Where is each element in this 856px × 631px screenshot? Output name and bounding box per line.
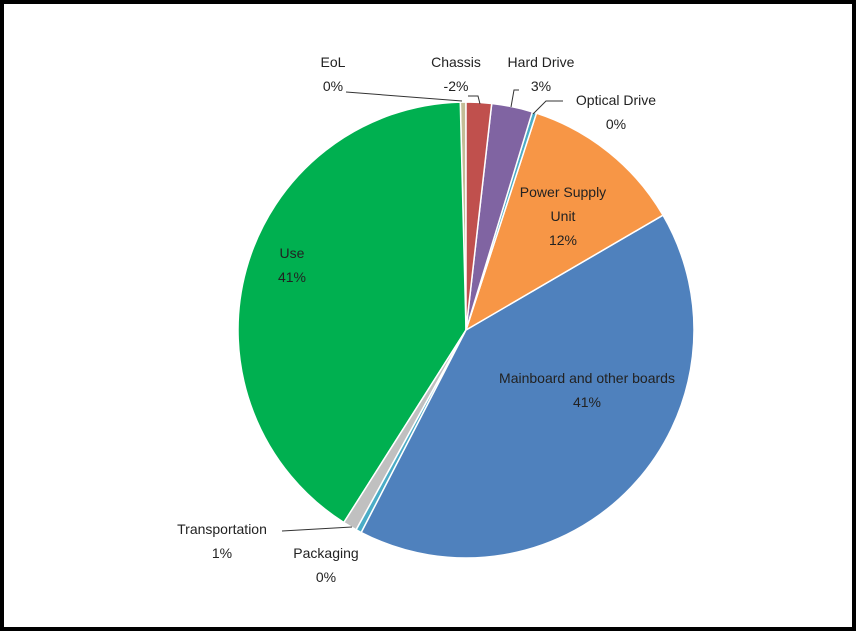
- slice-value: 0%: [605, 116, 627, 132]
- slice-label: Use 41%: [262, 241, 322, 289]
- slice-name: Power Supply Unit: [519, 184, 607, 224]
- slice-name: Optical Drive: [575, 92, 657, 108]
- slice-name: Packaging: [293, 545, 359, 561]
- slice-value: 0%: [322, 78, 344, 94]
- slice-value: 3%: [530, 78, 552, 94]
- slice-value: -2%: [443, 78, 469, 94]
- slice-value: 0%: [315, 569, 337, 585]
- slice-label: Power Supply Unit 12%: [513, 180, 613, 252]
- leader-line: [345, 91, 463, 102]
- slice-label: EoL 0%: [308, 50, 358, 98]
- leader-line: [281, 526, 353, 532]
- slice-name: Chassis: [431, 54, 481, 70]
- slice-value: 12%: [548, 232, 578, 248]
- slice-name: Hard Drive: [507, 54, 575, 70]
- leader-line: [468, 95, 481, 105]
- slice-label: Chassis -2%: [416, 50, 496, 98]
- pie-slice: [360, 214, 695, 559]
- slice-label: Packaging 0%: [281, 541, 371, 589]
- slice-name: Use: [279, 245, 305, 261]
- slice-label: Mainboard and other boards 41%: [497, 366, 677, 414]
- slice-name: EoL: [320, 54, 346, 70]
- leader-line: [532, 100, 563, 115]
- pie-slice: [237, 101, 467, 524]
- pie-slice: [465, 101, 493, 331]
- slice-label: Transportation 1%: [162, 517, 282, 565]
- leader-line: [510, 89, 519, 108]
- slice-name: Mainboard and other boards: [499, 370, 675, 386]
- slice-value: 41%: [277, 269, 307, 285]
- slice-value: 41%: [572, 394, 602, 410]
- slice-label: Optical Drive 0%: [561, 88, 671, 136]
- slice-value: 1%: [211, 545, 233, 561]
- slice-name: Transportation: [177, 521, 267, 537]
- slice-label: Hard Drive 3%: [496, 50, 586, 98]
- leader-lines: [281, 89, 563, 532]
- pie-slice: [464, 112, 665, 332]
